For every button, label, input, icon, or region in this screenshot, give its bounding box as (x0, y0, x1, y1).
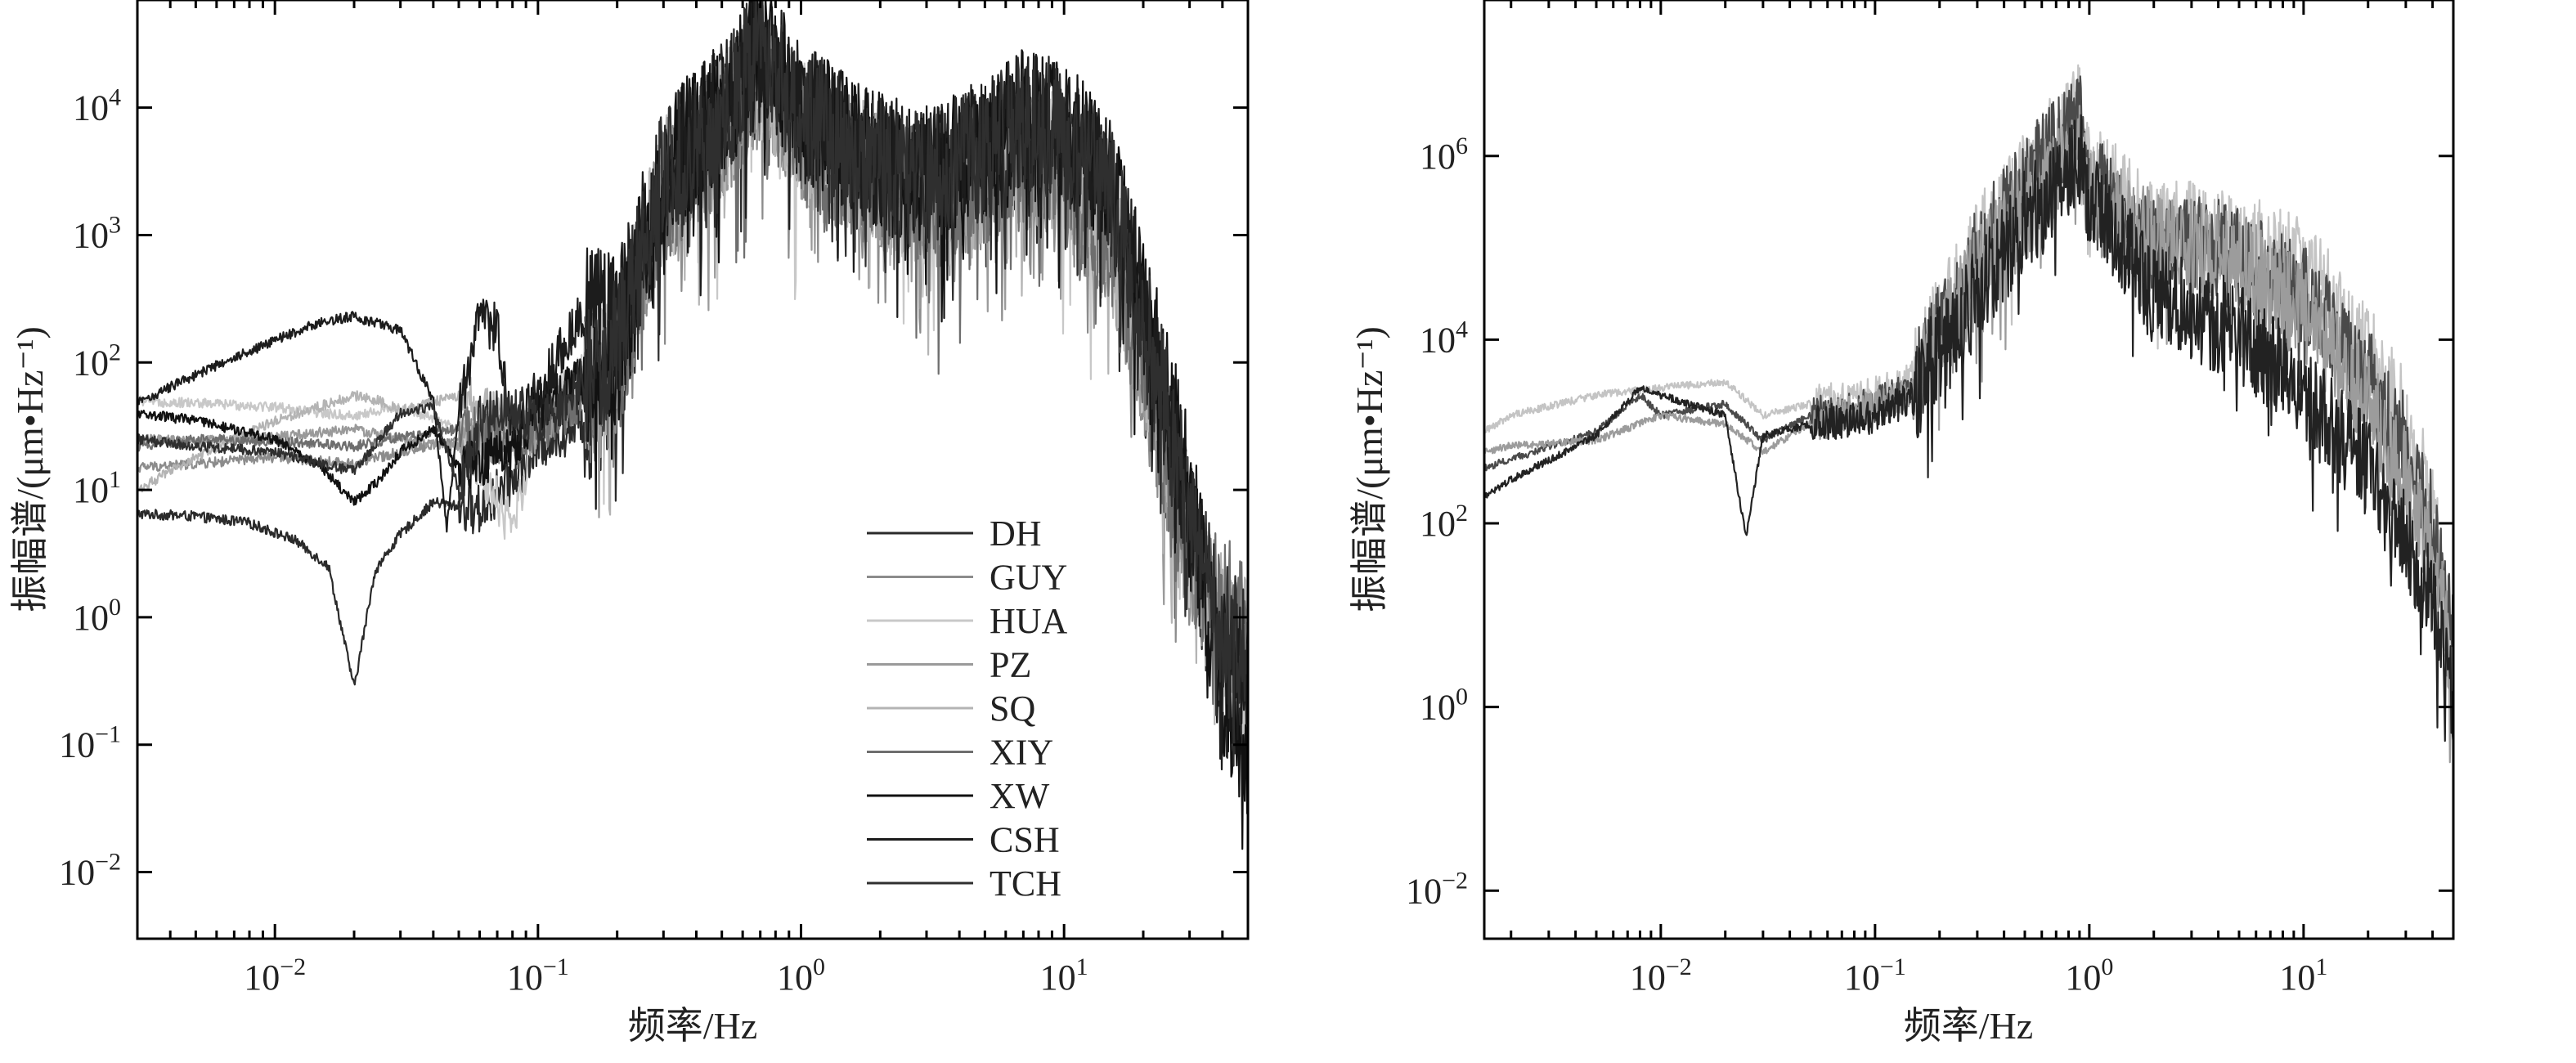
legend-label-sq: SQ (990, 688, 1035, 729)
right-x-axis-title: 频率/Hz (1904, 1005, 2033, 1047)
right-series-group (1483, 64, 2455, 764)
right-y-tick-label: 102 (1420, 500, 1468, 544)
left-y-tick-label: 102 (73, 339, 121, 383)
left-y-tick-label: 103 (73, 211, 121, 255)
left-x-tick-label: 10−2 (244, 953, 306, 998)
right-series-line-4 (1483, 114, 2455, 745)
right-y-axis-title: 振幅谱/(μm•Hz⁻¹) (1349, 326, 1390, 612)
legend-label-dh: DH (990, 514, 1042, 554)
left-series-line-tch (137, 0, 1250, 767)
right-x-tick-label: 10−1 (1844, 953, 1906, 998)
left-plot-frame (136, 0, 1250, 940)
right-x-tick-label: 100 (2065, 953, 2113, 998)
right-chart-panel: 10−2 10−1 100 101 10−2 100 102 104 106 频率/Hz 振幅谱… (1349, 0, 2455, 1047)
legend-label-csh: CSH (990, 820, 1060, 860)
left-y-tick-label: 104 (73, 84, 121, 128)
left-x-axis-title: 频率/Hz (628, 1005, 757, 1047)
legend-label-hua: HUA (990, 601, 1068, 641)
legend-label-tch: TCH (990, 863, 1061, 904)
right-x-tick-label: 101 (2279, 953, 2327, 998)
right-series-line-3 (1483, 105, 2455, 764)
legend-label-xiy: XIY (990, 733, 1053, 773)
left-y-tick-label: 101 (73, 466, 121, 510)
right-plot-frame (1483, 0, 2455, 940)
left-y-tick-label: 100 (73, 594, 121, 638)
left-ticks-group: 10−2 10−1 100 101 10−2 10−1 100 101 102 103 104 (59, 0, 1250, 998)
left-y-tick-label: 10−1 (59, 721, 121, 765)
legend-label-xw: XW (990, 776, 1050, 816)
left-chart-panel: 10−2 10−1 100 101 10−2 10−1 100 101 102 103 104 DH… (9, 0, 1250, 1047)
legend-label-guy: GUY (990, 558, 1067, 598)
right-y-tick-label: 106 (1420, 132, 1468, 177)
left-x-tick-label: 101 (1040, 953, 1088, 998)
left-y-tick-label: 10−2 (59, 849, 121, 893)
left-series-group (136, 0, 1250, 850)
left-x-tick-label: 100 (777, 953, 825, 998)
left-x-tick-label: 10−1 (507, 953, 569, 998)
right-ticks-group: 10−2 10−1 100 101 10−2 100 102 104 106 (1406, 0, 2455, 998)
right-y-tick-label: 100 (1420, 684, 1468, 728)
legend-label-pz: PZ (990, 645, 1031, 685)
right-y-tick-label: 104 (1420, 316, 1468, 360)
right-x-tick-label: 10−2 (1630, 953, 1692, 998)
left-y-axis-title: 振幅谱/(μm•Hz⁻¹) (9, 326, 51, 612)
right-y-tick-label: 10−2 (1406, 867, 1468, 911)
